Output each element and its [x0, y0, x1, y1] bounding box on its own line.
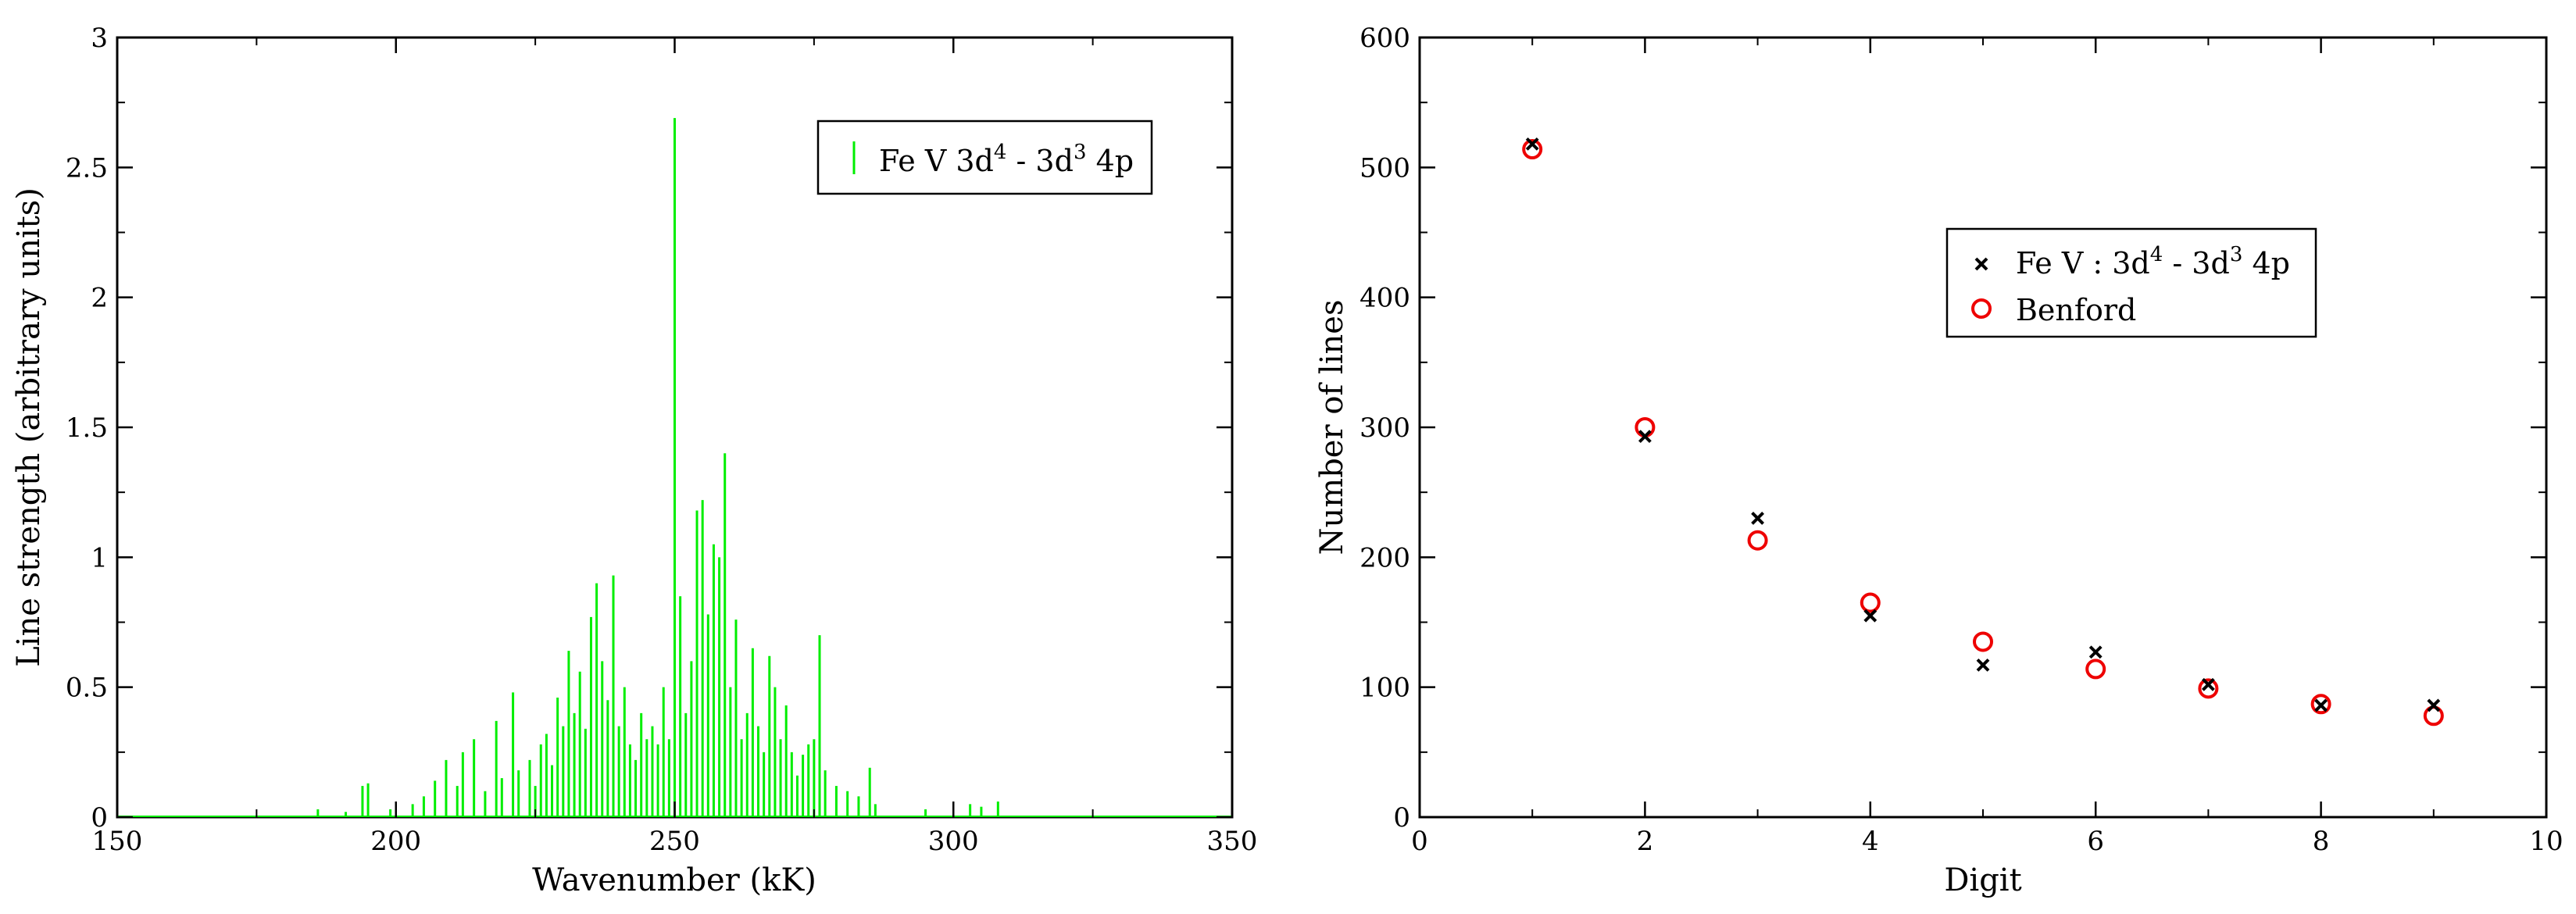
- spectrum-chart: 150 200 250 300 350 0 0.5 1 1.5 2 2.5 3 Wavenumber …: [11, 23, 1257, 898]
- right-x-tick-label: 8: [2313, 826, 2330, 857]
- right-y-tick-label: 100: [1359, 673, 1410, 704]
- benford-point: [1522, 139, 1543, 160]
- left-axis-ticks: 150 200 250 300 350 0 0.5 1 1.5 2 2.5 3: [66, 23, 1258, 857]
- left-y-tick-label: 2: [91, 283, 108, 314]
- fe-v-point: [2427, 698, 2441, 712]
- right-x-tick-label: 10: [2529, 826, 2563, 857]
- right-x-axis-label: Digit: [1944, 862, 2021, 898]
- left-x-axis-label: Wavenumber (kK): [532, 862, 816, 898]
- left-legend: Fe V 3d4 - 3d3 4p: [816, 120, 1153, 195]
- left-x-tick-label: 150: [92, 826, 143, 857]
- benford-point: [2310, 694, 2331, 715]
- legend-circle-marker: [1971, 298, 1992, 319]
- left-y-axis-label: Line strength (arbitrary units): [11, 187, 47, 667]
- right-legend-label-benford: Benford: [2016, 293, 2136, 327]
- scatter-points: [1522, 137, 2444, 727]
- right-y-tick-label: 600: [1359, 23, 1410, 54]
- left-y-tick-label: 1: [91, 542, 108, 573]
- right-x-tick-label: 4: [1862, 826, 1879, 857]
- left-y-tick-label: 3: [91, 23, 108, 54]
- fe-v-point: [1525, 137, 1539, 151]
- benford-point: [1747, 530, 1768, 551]
- spectrum-lines: [117, 118, 1232, 817]
- fe-v-point: [1638, 430, 1652, 444]
- right-plot-frame: [1418, 36, 2548, 819]
- legend-x-marker: [1974, 257, 1988, 271]
- left-legend-box: [816, 120, 1153, 195]
- fe-v-point: [2088, 645, 2103, 659]
- fe-v-point: [1863, 609, 1878, 623]
- left-x-tick-label: 350: [1207, 826, 1258, 857]
- right-y-tick-label: 300: [1359, 412, 1410, 444]
- left-x-tick-label: 300: [928, 826, 979, 857]
- benford-point: [1973, 631, 1993, 652]
- right-legend-box: [1945, 227, 2317, 338]
- benford-point: [2085, 659, 2106, 680]
- fe-v-point: [2314, 698, 2328, 712]
- left-legend-label: Fe V 3d4 - 3d3 4p: [879, 141, 1134, 178]
- left-y-tick-label: 1.5: [66, 412, 108, 444]
- left-y-tick-label: 2.5: [66, 152, 108, 184]
- left-y-tick-label: 0.5: [66, 673, 108, 704]
- right-x-tick-label: 2: [1637, 826, 1654, 857]
- right-x-tick-label: 0: [1411, 826, 1428, 857]
- right-y-axis-label: Number of lines: [1314, 300, 1350, 555]
- right-y-tick-label: 200: [1359, 542, 1410, 573]
- right-y-tick-label: 500: [1359, 152, 1410, 184]
- right-x-tick-label: 6: [2087, 826, 2104, 857]
- right-legend: Fe V : 3d4 - 3d3 4p Benford: [1945, 227, 2317, 338]
- fe-v-point: [1751, 512, 1765, 525]
- benford-point: [1635, 417, 1656, 437]
- fe-v-point: [1976, 658, 1990, 672]
- fe-v-point: [2201, 677, 2215, 691]
- right-legend-label-fe: Fe V : 3d4 - 3d3 4p: [2016, 243, 2290, 280]
- left-x-tick-label: 250: [649, 826, 700, 857]
- benford-point: [1860, 592, 1881, 613]
- left-y-tick-label: 0: [91, 802, 108, 834]
- right-y-tick-label: 400: [1359, 283, 1410, 314]
- benford-point: [2198, 678, 2219, 699]
- right-y-tick-label: 0: [1393, 802, 1410, 834]
- left-x-tick-label: 200: [370, 826, 421, 857]
